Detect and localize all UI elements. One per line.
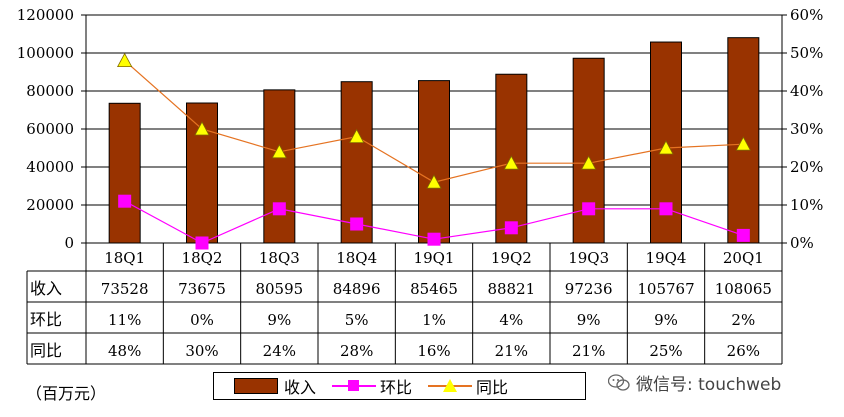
table-cell: 4% [499,311,523,329]
legend-label-yoy: 同比 [476,378,509,397]
x-tick-label: 19Q1 [414,249,455,267]
legend-item-mom: 环比 [332,374,412,398]
table-row-label: 收入 [30,279,62,298]
table-cell: 28% [340,342,373,360]
unit-label: （百万元） [26,384,107,403]
yoy-point [426,174,442,189]
table-cell: 24% [263,342,296,360]
legend-label-revenue: 收入 [284,378,317,397]
legend-swatch-yoy [428,379,473,393]
table-cell: 0% [190,311,214,329]
y-right-tick-label: 40% [790,82,823,100]
y-left-tick-label: 20000 [26,196,74,214]
table-cell: 9% [654,311,678,329]
table-cell: 97236 [565,280,613,298]
yoy-point [348,128,365,144]
table-cell: 48% [108,342,141,360]
bar [263,89,296,244]
table-cell: 84896 [333,280,381,298]
table-cell: 16% [417,342,450,360]
y-right-tick-label: 60% [790,6,823,24]
mom-point [350,217,364,231]
table-cell: 88821 [487,280,535,298]
y-right-tick-label: 30% [790,120,823,138]
x-tick-label: 18Q2 [182,249,223,267]
table-cell: 85465 [410,280,458,298]
table-cell: 11% [108,311,141,329]
table-cell: 73675 [178,280,226,298]
yoy-point [503,155,520,170]
bar [340,81,373,244]
table-cell: 9% [267,311,291,329]
legend: 收入 环比 同比 [213,372,586,400]
table-cell: 26% [727,342,760,360]
bar [418,80,450,244]
table-cell: 1% [422,311,446,329]
y-right-tick-label: 50% [790,44,823,62]
yoy-point [116,52,133,67]
yoy-point [271,143,288,159]
yoy-point [735,136,752,151]
y-left-tick-label: 120000 [17,6,74,24]
x-tick-label: 19Q3 [568,249,609,267]
table-cell: 5% [345,311,369,329]
table-cell: 80595 [255,280,303,298]
table-cell: 105767 [637,280,694,298]
x-tick-label: 18Q1 [104,249,145,267]
legend-item-revenue: 收入 [234,374,316,398]
x-tick-label: 18Q3 [259,249,300,267]
x-tick-label: 19Q2 [491,249,532,267]
legend-swatch-mom [332,379,377,393]
x-tick-label: 19Q4 [646,249,687,267]
bar [108,102,141,244]
table-cell: 21% [572,342,605,360]
yoy-point [194,121,210,136]
y-right-tick-label: 10% [790,196,823,214]
mom-point [195,236,209,250]
mom-point [272,202,286,216]
table-cell: 30% [185,342,218,360]
wechat-icon [608,373,630,391]
legend-item-yoy: 同比 [428,374,508,398]
y-left-tick-label: 0 [64,234,74,252]
y-right-tick-label: 0% [790,234,814,252]
table-cell: 9% [577,311,601,329]
watermark-text: 微信号: touchweb [636,375,782,395]
mom-point [504,221,518,235]
legend-label-mom: 环比 [380,378,413,397]
watermark: 微信号: touchweb [608,370,781,395]
table-cell: 2% [731,311,755,329]
yoy-point [580,155,597,170]
mom-point [427,232,441,246]
mom-point [736,228,750,242]
table-cell: 25% [649,342,682,360]
y-left-tick-label: 40000 [26,158,74,176]
x-tick-label: 20Q1 [723,249,764,267]
y-left-tick-label: 60000 [26,120,74,138]
y-left-tick-label: 80000 [26,82,74,100]
y-left-tick-label: 100000 [17,44,74,62]
yoy-point [658,140,674,155]
x-tick-label: 18Q4 [336,249,377,267]
table-row-label: 环比 [30,310,62,329]
legend-swatch-revenue [234,378,278,394]
y-right-tick-label: 20% [790,158,823,176]
table-cell: 108065 [715,280,772,298]
mom-point [659,202,673,216]
table-cell: 21% [495,342,528,360]
table-cell: 73528 [101,280,149,298]
mom-point [582,202,596,216]
mom-point [118,194,132,208]
table-row-label: 同比 [30,341,62,360]
